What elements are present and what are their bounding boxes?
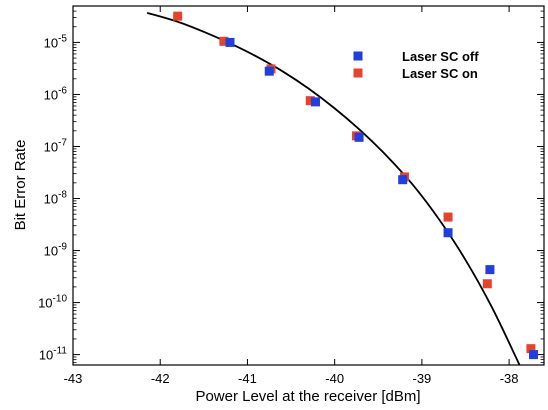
y-tick-exponent: -8 bbox=[58, 190, 67, 201]
y-tick-exponent: -6 bbox=[58, 85, 67, 96]
y-tick-base: 10 bbox=[44, 87, 58, 102]
data-points-layer bbox=[173, 11, 539, 360]
y-tick-label: 10-8 bbox=[44, 190, 68, 207]
y-tick-exponent: -7 bbox=[58, 137, 67, 148]
y-tick-exponent: -5 bbox=[58, 33, 67, 44]
point-laser-sc-off bbox=[310, 97, 320, 107]
point-laser-sc-on bbox=[173, 11, 183, 21]
y-tick-label: 10-10 bbox=[38, 294, 67, 311]
y-tick-exponent: -11 bbox=[53, 346, 67, 357]
y-axis-title: Bit Error Rate bbox=[12, 140, 29, 231]
y-tick-label: 10-6 bbox=[44, 85, 68, 102]
x-tick-label: -41 bbox=[238, 371, 257, 386]
point-laser-sc-off bbox=[354, 132, 364, 142]
point-laser-sc-on bbox=[526, 344, 536, 354]
y-tick-base: 10 bbox=[44, 139, 58, 154]
fit-curve bbox=[146, 11, 521, 365]
point-laser-sc-off bbox=[485, 265, 495, 275]
point-laser-sc-on bbox=[482, 279, 492, 289]
y-tick-exponent: -9 bbox=[58, 242, 67, 253]
point-laser-sc-off bbox=[225, 37, 235, 47]
x-tick-label: -39 bbox=[412, 371, 431, 386]
y-tick-label: 10-11 bbox=[39, 346, 68, 363]
x-tick-label: -42 bbox=[151, 371, 170, 386]
y-tick-base: 10 bbox=[44, 244, 58, 259]
legend: Laser SC off Laser SC on bbox=[353, 49, 479, 81]
point-laser-sc-off bbox=[398, 175, 408, 185]
point-laser-sc-on bbox=[443, 212, 453, 222]
y-tick-base: 10 bbox=[44, 192, 58, 207]
point-laser-sc-off bbox=[529, 350, 539, 360]
y-tick-label: 10-9 bbox=[44, 242, 68, 259]
x-axis-title: Power Level at the receiver [dBm] bbox=[195, 388, 420, 405]
point-laser-sc-on bbox=[305, 96, 315, 106]
legend-label-laser-sc-off: Laser SC off bbox=[402, 49, 479, 64]
fit-curve-layer bbox=[146, 11, 521, 365]
y-tick-exponent: -10 bbox=[53, 294, 68, 305]
x-tick-label: -43 bbox=[64, 371, 83, 386]
point-laser-sc-off bbox=[443, 228, 453, 238]
x-tick-label: -40 bbox=[325, 371, 344, 386]
y-tick-label: 10-7 bbox=[44, 137, 68, 154]
x-tick-label: -38 bbox=[500, 371, 519, 386]
point-laser-sc-off bbox=[264, 66, 274, 76]
y-tick-label: 10-5 bbox=[44, 33, 68, 50]
legend-marker-laser-sc-off bbox=[353, 51, 363, 61]
legend-label-laser-sc-on: Laser SC on bbox=[402, 66, 478, 81]
y-tick-base: 10 bbox=[38, 296, 52, 311]
y-tick-base: 10 bbox=[44, 35, 58, 50]
point-laser-sc-on bbox=[219, 36, 229, 46]
y-tick-base: 10 bbox=[39, 348, 53, 363]
plot-frame bbox=[72, 5, 545, 366]
legend-marker-laser-sc-on bbox=[353, 68, 363, 78]
x-axis-ticks: -43 -42 -41 -40 -39 -38 bbox=[64, 6, 519, 386]
